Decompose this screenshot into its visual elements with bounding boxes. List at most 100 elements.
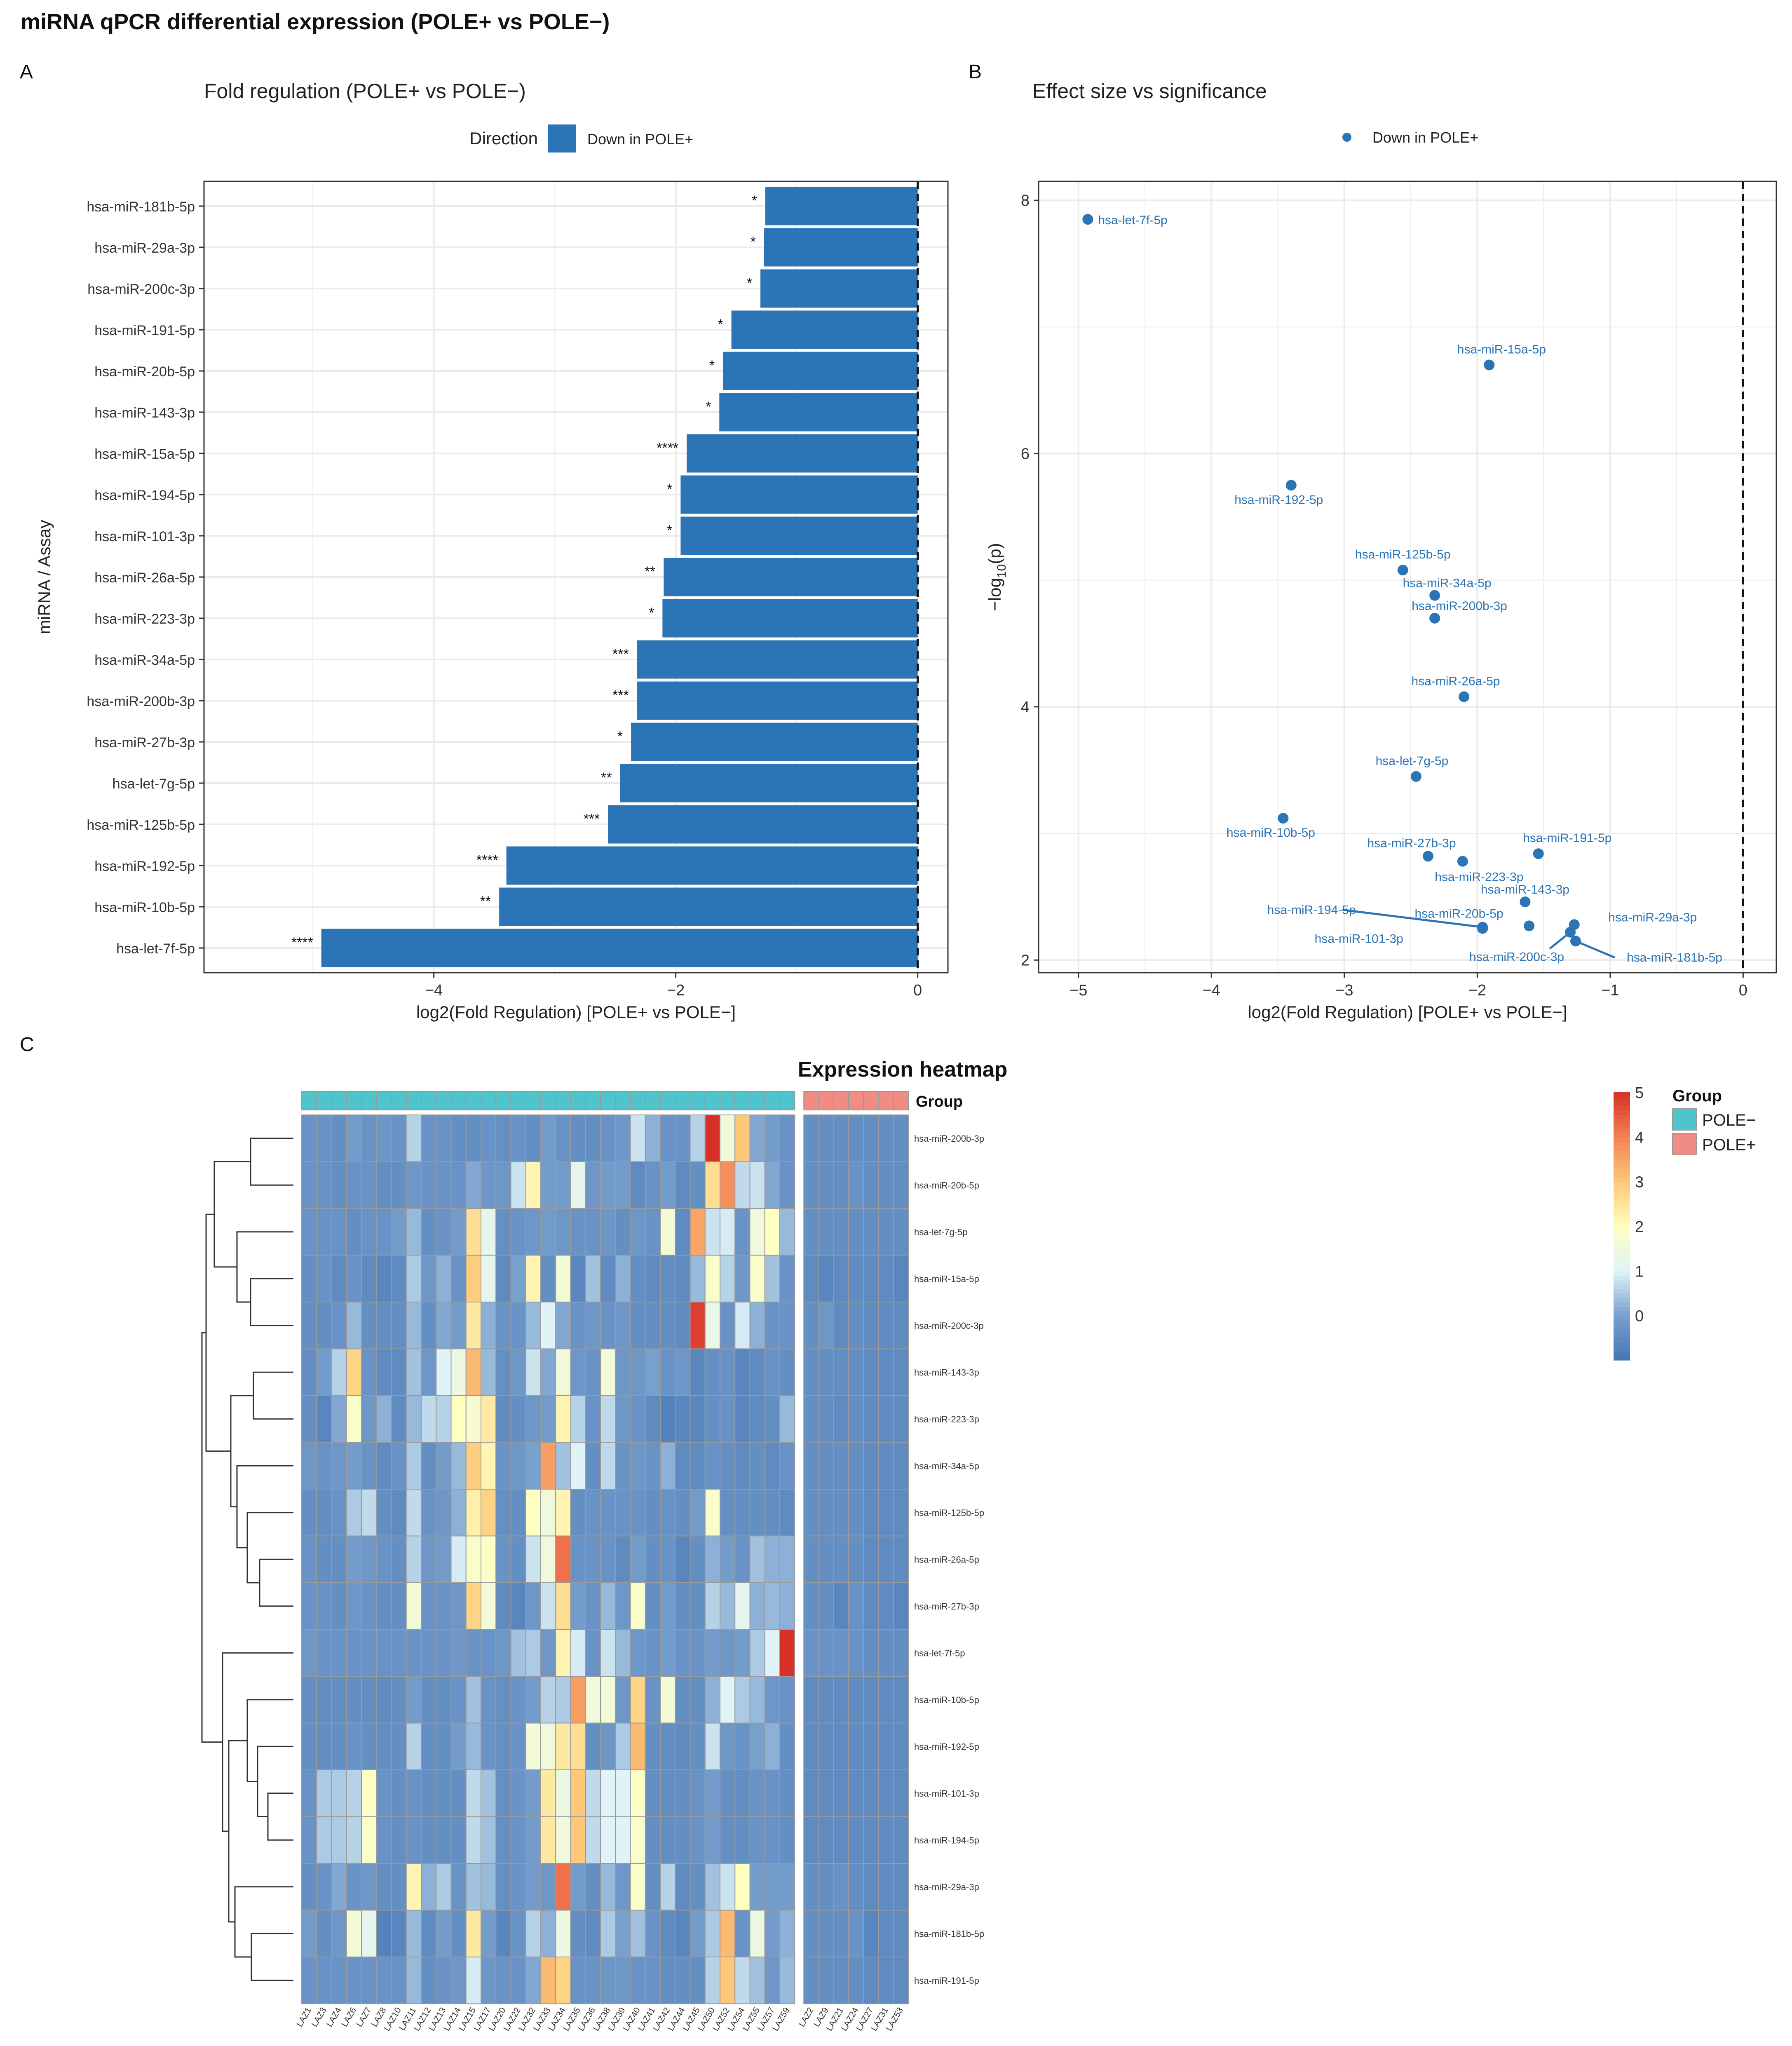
heatmap-cell <box>749 1395 765 1443</box>
annotation-cell-pole-plus <box>848 1091 864 1110</box>
heatmap-cell <box>600 1395 616 1443</box>
heatmap-cell <box>749 1582 765 1630</box>
colorbar-segment <box>1614 1311 1630 1316</box>
colorbar-segment <box>1614 1195 1630 1200</box>
heatmap-cell <box>690 1629 706 1677</box>
heatmap-row-label: hsa-miR-194-5p <box>914 1835 979 1845</box>
heatmap-cell <box>510 1161 526 1209</box>
heatmap-cell <box>878 1208 894 1256</box>
heatmap-cell <box>600 1722 616 1770</box>
colorbar-segment <box>1614 1271 1630 1276</box>
heatmap-cell <box>585 1395 601 1443</box>
heatmap-cell <box>833 1348 849 1396</box>
dendrogram-branch <box>246 1699 293 1782</box>
heatmap-cell <box>863 1302 879 1349</box>
heatmap-cell <box>848 1582 864 1630</box>
dendrogram-branch <box>236 1231 293 1303</box>
heatmap-cell <box>585 1722 601 1770</box>
heatmap-cell <box>391 1582 407 1630</box>
heatmap-cell <box>346 1302 362 1349</box>
panel-a-category-label: hsa-miR-20b-5p <box>94 364 195 380</box>
heatmap-cell <box>893 1302 909 1349</box>
panel-a-category-label: hsa-miR-29a-3p <box>94 240 195 256</box>
heatmap-cell <box>316 1629 332 1677</box>
heatmap-cell <box>481 1629 497 1677</box>
dendrogram-branch <box>213 1161 251 1268</box>
panel-b-plot-area <box>1039 181 1776 973</box>
heatmap-cell <box>540 1769 556 1817</box>
heatmap-cell <box>615 1629 631 1677</box>
heatmap-cell <box>749 1957 765 2004</box>
heatmap-cell <box>734 1722 751 1770</box>
heatmap-cell <box>878 1255 894 1302</box>
heatmap-cell <box>481 1302 497 1349</box>
heatmap-cell <box>818 1208 834 1256</box>
panel-c-annotation-name: Group <box>916 1093 963 1110</box>
heatmap-cell <box>675 1115 691 1162</box>
heatmap-cell <box>450 1535 467 1583</box>
heatmap-cell <box>465 1863 481 1911</box>
heatmap-cell <box>510 1302 526 1349</box>
point-hsa-miR-200c-3p <box>1565 927 1576 938</box>
heatmap-cell <box>779 1957 795 2004</box>
heatmap-cell <box>600 1442 616 1490</box>
heatmap-cell <box>391 1629 407 1677</box>
heatmap-row-label: hsa-miR-15a-5p <box>914 1274 979 1284</box>
point-label: hsa-miR-192-5p <box>1234 493 1323 507</box>
heatmap-cell <box>465 1442 481 1490</box>
bar-hsa-miR-143-3p <box>719 393 918 432</box>
colorbar-segment <box>1614 1123 1630 1129</box>
annotation-cell-pole-minus <box>436 1091 452 1110</box>
heatmap-cell <box>690 1208 706 1256</box>
panel-c-legend-title: Group <box>1672 1087 1722 1105</box>
bar-hsa-let-7g-5p <box>620 764 918 802</box>
heatmap-cell <box>779 1442 795 1490</box>
panel-a-category-label: hsa-miR-125b-5p <box>87 817 195 833</box>
heatmap-cell <box>346 1395 362 1443</box>
heatmap-cell <box>540 1255 556 1302</box>
heatmap-cell <box>525 1208 541 1256</box>
heatmap-cell <box>630 1769 646 1817</box>
heatmap-cell <box>316 1722 332 1770</box>
heatmap-cell <box>421 1816 437 1864</box>
heatmap-cell <box>863 1629 879 1677</box>
heatmap-cell <box>615 1255 631 1302</box>
heatmap-cell <box>734 1161 751 1209</box>
heatmap-cell <box>893 1722 909 1770</box>
heatmap-cell <box>465 1161 481 1209</box>
heatmap-cell <box>570 1582 586 1630</box>
heatmap-cell <box>893 1161 909 1209</box>
point-hsa-miR-143-3p <box>1520 896 1531 907</box>
colorbar-segment <box>1614 1217 1630 1222</box>
heatmap-cell <box>818 1115 834 1162</box>
heatmap-cell <box>764 1676 780 1724</box>
annotation-cell-pole-plus <box>893 1091 909 1110</box>
heatmap-cell <box>630 1115 646 1162</box>
heatmap-cell <box>570 1161 586 1209</box>
heatmap-cell <box>316 1302 332 1349</box>
heatmap-cell <box>660 1348 676 1396</box>
heatmap-cell <box>436 1957 452 2004</box>
heatmap-cell <box>436 1769 452 1817</box>
heatmap-cell <box>878 1535 894 1583</box>
annotation-cell-pole-minus <box>704 1091 720 1110</box>
heatmap-cell <box>749 1302 765 1349</box>
colorbar-segment <box>1614 1177 1630 1182</box>
heatmap-cell <box>436 1348 452 1396</box>
point-label: hsa-miR-15a-5p <box>1457 343 1546 356</box>
heatmap-cell <box>660 1629 676 1677</box>
heatmap-cell <box>734 1769 751 1817</box>
dendrogram-branch <box>259 1558 293 1607</box>
heatmap-cell <box>803 1348 819 1396</box>
heatmap-cell <box>893 1395 909 1443</box>
heatmap-cell <box>495 1535 511 1583</box>
heatmap-cell <box>878 1816 894 1864</box>
panel-a-category-label: hsa-let-7g-5p <box>113 776 195 792</box>
heatmap-cell <box>450 1582 467 1630</box>
heatmap-cell <box>600 1910 616 1957</box>
point-hsa-miR-191-5p <box>1533 848 1544 859</box>
heatmap-cell <box>525 1395 541 1443</box>
heatmap-cell <box>630 1489 646 1537</box>
annotation-cell-pole-minus <box>376 1091 392 1110</box>
heatmap-cell <box>779 1348 795 1396</box>
